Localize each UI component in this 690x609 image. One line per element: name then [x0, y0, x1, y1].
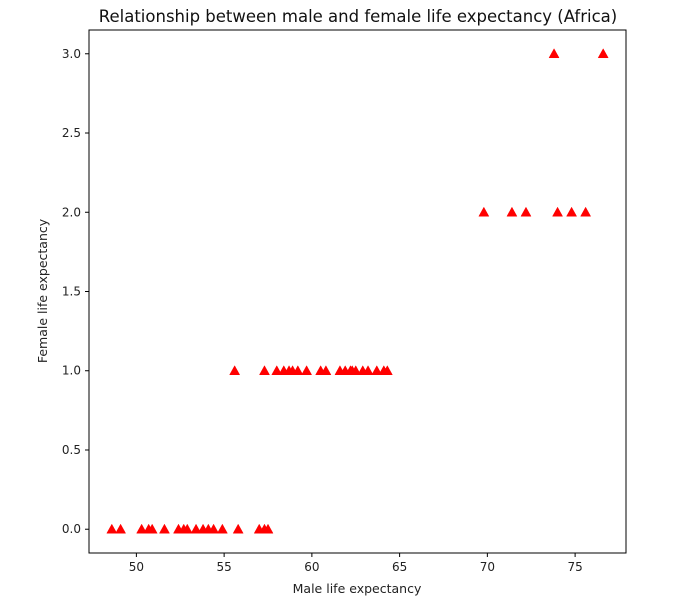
y-tick-label: 0.5 — [62, 443, 81, 457]
data-point — [566, 206, 578, 217]
data-point — [181, 523, 193, 534]
data-point — [216, 523, 228, 534]
data-point — [350, 365, 362, 375]
x-axis: 50 55 60 65 70 75 — [129, 553, 583, 574]
y-tick-label: 2.0 — [62, 205, 81, 219]
x-tick-label: 50 — [129, 560, 144, 574]
data-point — [159, 523, 170, 534]
data-point — [146, 523, 158, 534]
data-point — [381, 365, 393, 375]
y-tick-label: 1.5 — [62, 285, 81, 299]
x-tick-label: 75 — [567, 560, 582, 574]
data-point — [208, 523, 220, 534]
data-point — [506, 206, 518, 217]
x-tick-label: 65 — [392, 560, 407, 574]
data-point — [115, 523, 127, 534]
data-point — [229, 365, 241, 375]
data-point — [597, 48, 609, 59]
data-point — [362, 365, 374, 375]
x-axis-label: Male life expectancy — [293, 581, 422, 596]
data-point — [106, 523, 118, 534]
y-tick-label: 3.0 — [62, 47, 81, 61]
data-point — [259, 365, 270, 375]
data-point — [552, 206, 563, 217]
plot-frame — [88, 29, 627, 554]
data-point — [262, 523, 274, 534]
x-tick-label: 55 — [216, 560, 231, 574]
y-tick-label: 2.5 — [62, 126, 81, 140]
y-axis: 0.0 0.5 1.0 1.5 2.0 2.5 3.0 — [62, 47, 89, 536]
plot-area — [88, 29, 627, 554]
data-point — [301, 365, 313, 375]
data-points — [106, 48, 609, 534]
data-point — [292, 365, 304, 375]
y-tick-label: 1.0 — [62, 364, 81, 378]
data-point — [136, 523, 148, 534]
x-tick-label: 70 — [480, 560, 495, 574]
data-point — [548, 48, 560, 59]
y-axis-label: Female life expectancy — [35, 218, 50, 363]
data-point — [232, 523, 244, 534]
x-tick-label: 60 — [304, 560, 319, 574]
data-point — [320, 365, 332, 375]
data-point — [478, 206, 490, 217]
data-point — [520, 206, 532, 217]
y-tick-label: 0.0 — [62, 522, 81, 536]
data-point — [371, 365, 383, 375]
data-point — [190, 523, 202, 534]
data-point — [271, 365, 283, 375]
chart-title: Relationship between male and female lif… — [99, 7, 617, 26]
data-point — [580, 206, 592, 217]
